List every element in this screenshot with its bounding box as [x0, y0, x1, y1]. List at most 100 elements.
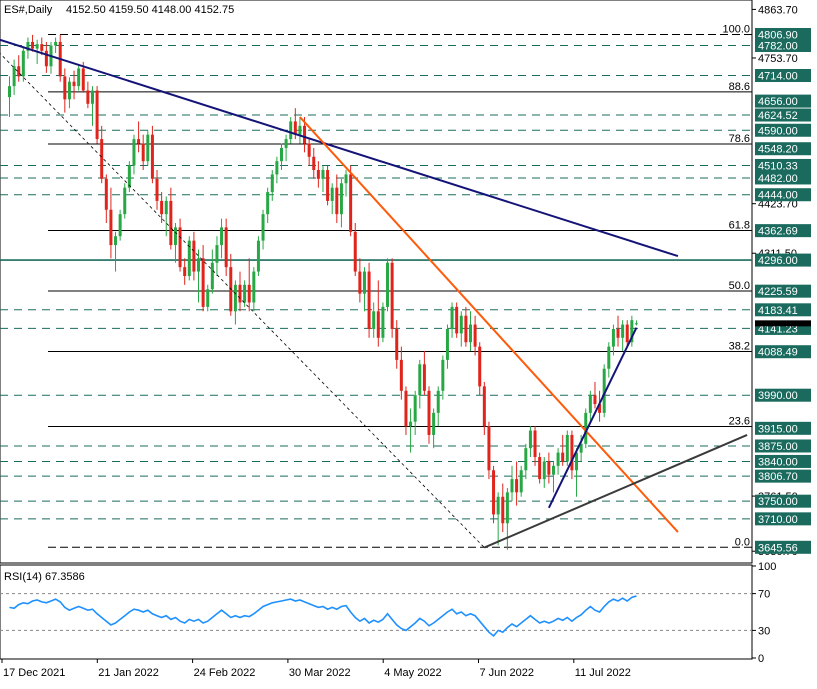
rsi-line	[9, 595, 637, 638]
fib-level-label: 100.0	[722, 23, 750, 35]
price-tag-label: 3840.00	[758, 456, 798, 468]
candle-body	[192, 240, 196, 272]
main-panel-frame	[0, 0, 753, 564]
candle-body	[381, 306, 385, 338]
candle-body	[478, 346, 482, 387]
candle-body	[72, 81, 76, 87]
chart-header-ohlc: 4152.50 4159.50 4148.00 4152.75	[66, 4, 234, 16]
candle-body	[326, 170, 330, 201]
candle-body	[266, 192, 270, 215]
price-tag-label: 4656.00	[758, 96, 798, 108]
text-layer: ES#,Daily 4152.50 4159.50 4148.00 4152.7…	[4, 4, 234, 583]
candle-body	[21, 50, 25, 77]
candle-body	[505, 492, 509, 524]
price-tag-label: 4590.00	[758, 125, 798, 137]
rsi-axis-label: 0	[758, 653, 764, 665]
rsi-panel-frame	[0, 564, 753, 660]
candle-body	[201, 258, 205, 307]
candle-body	[298, 125, 302, 135]
candle-body	[386, 262, 390, 307]
price-tag	[755, 142, 811, 156]
fib-level-label: 88.6	[729, 81, 750, 93]
candle-body	[634, 323, 638, 325]
fib-level-label: 23.6	[729, 416, 750, 428]
time-axis-label: 4 May 2022	[384, 667, 441, 679]
fib-level-label: 38.2	[729, 340, 750, 352]
candle-body	[284, 139, 288, 148]
candle-body	[206, 289, 210, 307]
candle-body	[630, 320, 634, 343]
price-tag	[755, 512, 811, 526]
candle-body	[409, 421, 413, 427]
candle-body	[109, 209, 113, 246]
candle-body	[114, 236, 118, 246]
price-tag	[755, 158, 811, 172]
candle-body	[118, 214, 122, 237]
trendline	[547, 327, 638, 509]
candle-body	[395, 328, 399, 360]
candle-body	[44, 50, 48, 67]
candle-body	[155, 178, 159, 201]
candle-body	[404, 390, 408, 427]
time-axis-label: 11 Jul 2022	[575, 667, 631, 679]
price-tag-label: 4714.00	[758, 71, 798, 83]
candle-body	[588, 395, 592, 413]
candle-body	[575, 452, 579, 471]
candle-body	[579, 443, 583, 453]
candle-body	[335, 187, 339, 215]
time-axis-label: 17 Dec 2021	[3, 667, 65, 679]
candle-body	[390, 262, 394, 329]
candle-body	[353, 231, 357, 272]
candle-body	[123, 187, 127, 215]
price-tag-label: 3710.00	[758, 514, 798, 526]
candle-body	[427, 390, 431, 435]
price-tag	[755, 108, 811, 122]
candle-body	[330, 187, 334, 201]
candle-body	[399, 359, 403, 391]
price-tag	[755, 540, 811, 554]
price-tag	[755, 469, 811, 483]
candle-body	[344, 174, 348, 184]
time-axis-label: 30 Mar 2022	[289, 667, 351, 679]
price-tag-label: 4482.00	[758, 173, 798, 185]
candle-body	[312, 156, 316, 171]
candle-body	[593, 395, 597, 405]
price-tag	[755, 69, 811, 83]
rsi-label: RSI(14) 67.3586	[4, 571, 85, 583]
candle-body	[54, 41, 58, 46]
price-tag-label: 4296.00	[758, 255, 798, 267]
candle-body	[418, 364, 422, 396]
fib-level-label: 50.0	[729, 280, 750, 292]
candle-body	[316, 170, 320, 179]
candle-body	[8, 86, 11, 98]
trendline	[0, 38, 679, 258]
candle-body	[40, 44, 44, 51]
candle-body	[469, 324, 472, 343]
price-axis-label: 4863.70	[758, 4, 798, 16]
price-tag	[755, 171, 811, 185]
price-tag-label: 3875.00	[758, 441, 798, 453]
candle-body	[307, 143, 311, 157]
candle-body	[598, 404, 602, 413]
candle-body	[611, 328, 615, 347]
candle-body	[533, 430, 537, 458]
rsi-axis-label: 70	[758, 589, 770, 601]
price-tag-label: 3990.00	[758, 390, 798, 402]
candle-body	[607, 346, 611, 369]
trendline	[299, 116, 679, 533]
price-tag	[755, 439, 811, 453]
rsi-axis-label: 30	[758, 625, 770, 637]
candle-body	[137, 139, 141, 144]
candle-body	[243, 284, 247, 303]
price-tag-label: 4444.00	[758, 190, 798, 202]
price-tag-label: 4225.59	[758, 286, 798, 298]
candle-body	[86, 90, 90, 104]
candle-body	[367, 271, 371, 329]
rsi-layer: 100 70 30 0	[0, 561, 776, 665]
fib-level-label: 0.0	[735, 536, 750, 548]
candle-body	[252, 271, 256, 303]
price-tag-label: 3645.56	[758, 542, 798, 554]
candle-body	[150, 134, 154, 179]
trendlines-layer	[0, 38, 748, 549]
candle-body	[349, 174, 353, 232]
